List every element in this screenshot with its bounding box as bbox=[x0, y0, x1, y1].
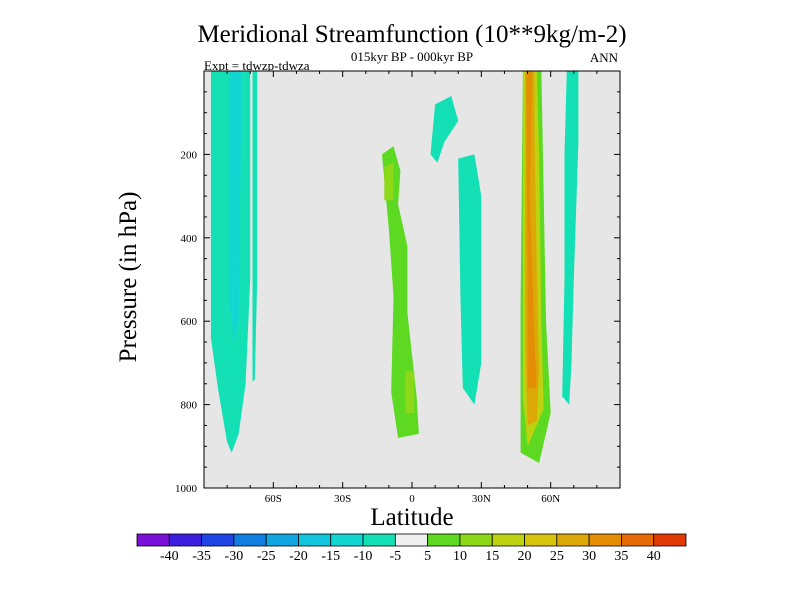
season-label: ANN bbox=[590, 50, 619, 65]
colorbar-swatch bbox=[168, 533, 202, 547]
x-tick-label: 0 bbox=[409, 493, 415, 505]
colorbar-swatch bbox=[491, 533, 525, 547]
colorbar-label: -40 bbox=[160, 549, 179, 564]
y-tick-label: 800 bbox=[181, 400, 198, 412]
contour-region-nh-band-hot bbox=[526, 71, 537, 388]
colorbar-swatch bbox=[394, 533, 429, 547]
colorbar-swatch bbox=[459, 533, 493, 547]
chart-subtitle: 015kyr BP - 000kyr BP bbox=[351, 49, 473, 64]
colorbar-label: 35 bbox=[614, 549, 628, 564]
contour-region-subtropic-negative bbox=[458, 154, 482, 405]
y-tick-label: 1000 bbox=[175, 483, 198, 495]
colorbar-label: -20 bbox=[289, 549, 308, 564]
colorbar-swatch bbox=[588, 533, 622, 547]
colorbar-swatch bbox=[427, 533, 461, 547]
colorbar-label: 20 bbox=[518, 549, 532, 564]
x-tick-label: 30N bbox=[472, 493, 491, 505]
contour-region-tropics-inner-core bbox=[382, 146, 419, 438]
colorbar-label: -30 bbox=[225, 549, 244, 564]
y-tick-label: 200 bbox=[181, 149, 198, 161]
colorbar-swatch bbox=[362, 533, 396, 547]
contour-region-tropics-upper-core bbox=[384, 162, 394, 201]
contour-region-tropical-negative-strip bbox=[430, 96, 459, 163]
contour-region-tropics-lower-core bbox=[405, 371, 415, 413]
x-axis-label: Latitude bbox=[370, 504, 453, 531]
colorbar-swatch bbox=[233, 533, 267, 547]
colorbar: -40 -35 -30 -25 -20 -15 -10 -5 5 10 15 20 25 30 35 40 bbox=[136, 533, 687, 564]
colorbar-label: -10 bbox=[354, 549, 373, 564]
contour-region-sh-narrow-band bbox=[252, 71, 258, 382]
colorbar-label: -5 bbox=[390, 549, 402, 564]
colorbar-label: -35 bbox=[192, 549, 211, 564]
colorbar-label: 25 bbox=[550, 549, 564, 564]
colorbar-label: 5 bbox=[424, 549, 431, 564]
colorbar-label: -25 bbox=[257, 549, 276, 564]
colorbar-swatch bbox=[524, 533, 558, 547]
contour-region-tropics-positive-band-2 bbox=[430, 71, 436, 113]
colorbar-swatch bbox=[136, 533, 170, 547]
colorbar-swatch bbox=[621, 533, 655, 547]
colorbar-label: 15 bbox=[485, 549, 499, 564]
x-tick-label: 60S bbox=[265, 493, 282, 505]
colorbar-label: -15 bbox=[321, 549, 340, 564]
contour-region-sh-negative-core bbox=[229, 71, 241, 343]
chart-title: Meridional Streamfunction (10**9kg/m-2) bbox=[197, 21, 626, 48]
colorbar-swatch bbox=[556, 533, 590, 547]
plot-area: 60S 30S 0 30N 60N 200 400 600 800 1000 bbox=[175, 70, 621, 505]
colorbar-label: 30 bbox=[582, 549, 596, 564]
colorbar-swatch bbox=[201, 533, 235, 547]
y-axis-label: Pressure (in hPa) bbox=[115, 192, 142, 363]
experiment-label: Expt = tdwzp-tdwza bbox=[204, 58, 310, 73]
x-tick-label: 30S bbox=[334, 493, 351, 505]
colorbar-swatch bbox=[653, 533, 687, 547]
colorbar-swatch bbox=[265, 533, 299, 547]
contour-regions bbox=[210, 71, 579, 476]
contour-region-nh-negative-strip bbox=[562, 71, 579, 405]
colorbar-swatch bbox=[330, 533, 364, 547]
colorbar-label: 40 bbox=[647, 549, 661, 564]
colorbar-label: 10 bbox=[453, 549, 467, 564]
x-tick-label: 60N bbox=[541, 493, 560, 505]
y-tick-label: 600 bbox=[181, 316, 198, 328]
colorbar-swatch bbox=[298, 533, 332, 547]
y-tick-label: 400 bbox=[181, 233, 198, 245]
